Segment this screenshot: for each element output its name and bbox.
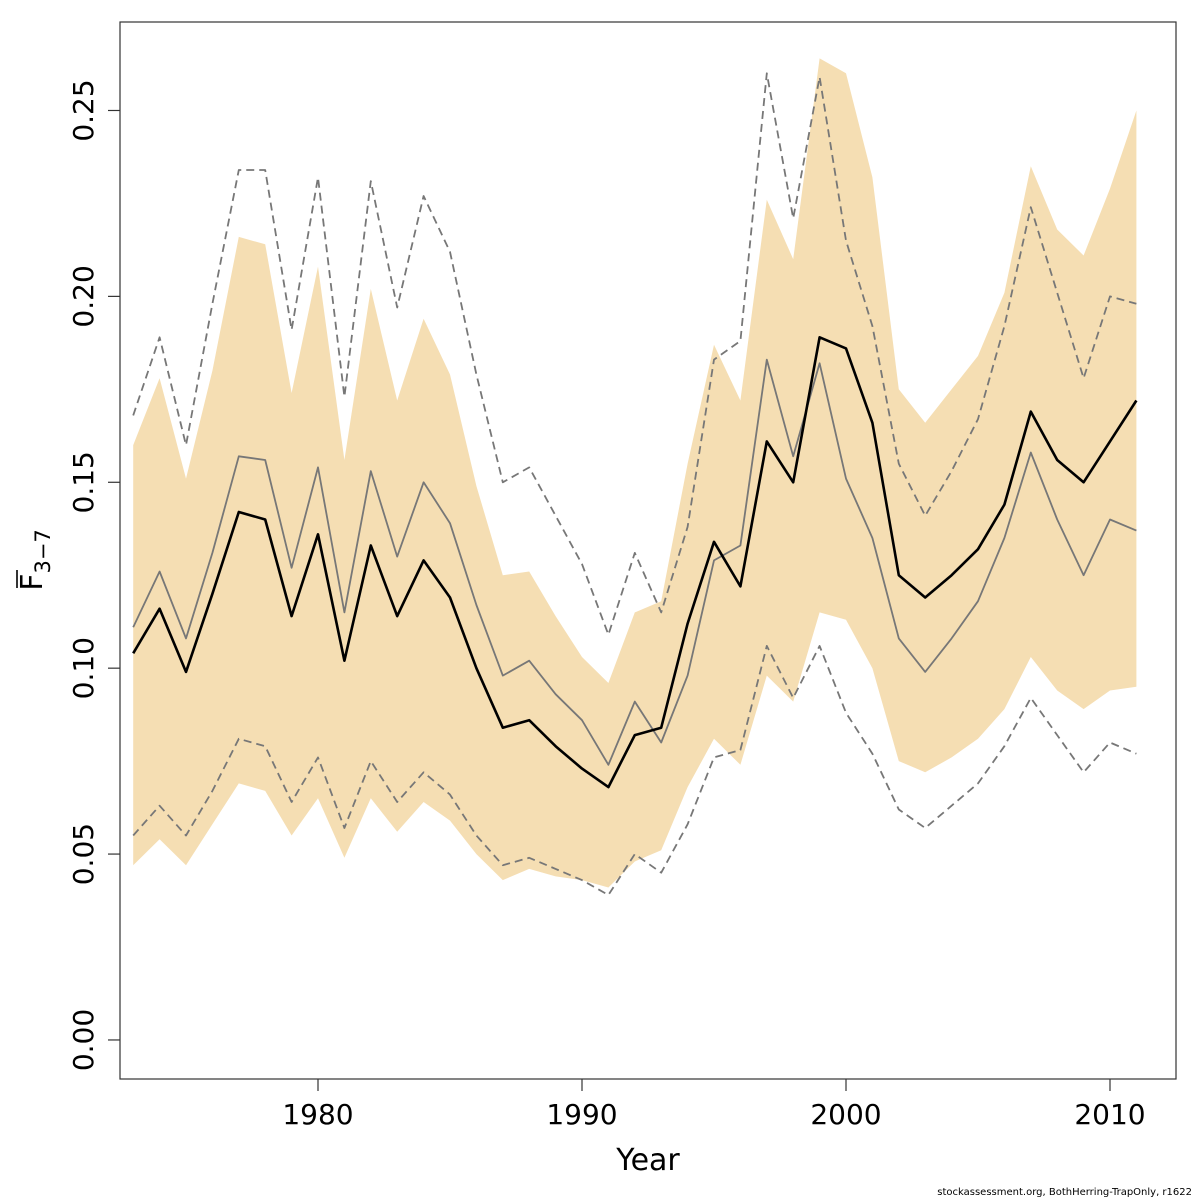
y-tick-label: 0.05 xyxy=(67,823,100,885)
series-line-3 xyxy=(132,72,1137,636)
y-tick-label: 0.00 xyxy=(67,1009,100,1071)
y-tick-label: 0.10 xyxy=(67,637,100,699)
confidence-band xyxy=(133,58,1137,888)
x-tick-label: 2000 xyxy=(810,1098,881,1131)
x-axis-title: Year xyxy=(615,1143,680,1178)
x-tick-label: 2010 xyxy=(1074,1098,1145,1131)
y-axis-title-main: F xyxy=(15,574,50,591)
y-axis-title-subscript: 3−7 xyxy=(31,529,55,573)
y-axis-title: F3−7 xyxy=(15,529,55,591)
x-tick-label: 1990 xyxy=(546,1098,617,1131)
series-line-2 xyxy=(132,358,1137,766)
svg-text:F3−7: F3−7 xyxy=(15,529,55,591)
series-layer xyxy=(132,72,1138,896)
y-tick-label: 0.15 xyxy=(67,451,100,513)
footer-credit: stockassessment.org, BothHerring-TrapOnl… xyxy=(937,1187,1192,1198)
series-line-4 xyxy=(132,645,1137,896)
series-line-1 xyxy=(132,335,1138,789)
confidence-band-layer xyxy=(133,58,1137,888)
x-tick-label: 1980 xyxy=(282,1098,353,1131)
y-tick-label: 0.20 xyxy=(67,265,100,327)
x-axis: 1980 1990 2000 2010 xyxy=(282,1079,1146,1131)
y-axis: 0.00 0.05 0.10 0.15 0.20 0.25 xyxy=(67,79,120,1071)
y-tick-label: 0.25 xyxy=(67,79,100,141)
plot-frame xyxy=(119,21,1177,1080)
